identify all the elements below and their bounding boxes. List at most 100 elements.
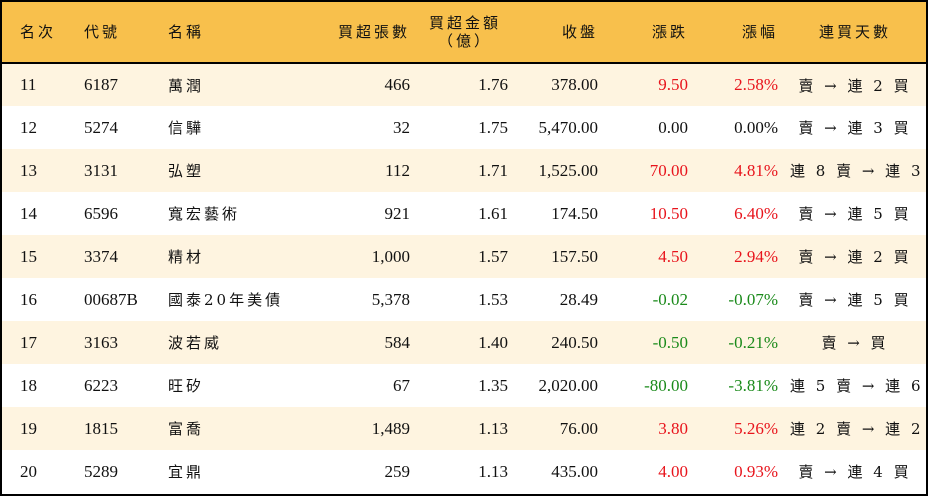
cell-net-buy-volume: 32: [393, 117, 410, 137]
cell-close: 157.50: [551, 246, 598, 266]
cell-name: 波若威: [168, 334, 223, 352]
cell-name: 寬宏藝術: [168, 205, 241, 223]
cell-close: 435.00: [551, 461, 598, 481]
cell-net-buy-amount: 1.13: [478, 461, 508, 481]
cell-name: 精材: [168, 248, 205, 266]
cell-code: 6596: [84, 203, 118, 223]
cell-rank: 15: [20, 246, 37, 266]
cell-rank: 20: [20, 461, 37, 481]
cell-net-buy-amount: 1.57: [478, 246, 508, 266]
header-net-buy-amount: 買超金額 （億）: [416, 2, 514, 63]
cell-change-pct: 6.40%: [734, 203, 778, 223]
cell-streak: 賣 → 連 5 買: [798, 291, 912, 309]
cell-net-buy-amount: 1.40: [478, 332, 508, 352]
cell-net-buy-amount: 1.13: [478, 418, 508, 438]
cell-code: 6223: [84, 375, 118, 395]
cell-streak: 連 2 賣 → 連 2 買: [790, 420, 928, 438]
cell-name: 信驊: [168, 119, 205, 137]
header-net-buy-amount-line1: 買超金額: [428, 14, 501, 32]
cell-name: 旺矽: [168, 377, 205, 395]
cell-change-pct: -0.21%: [728, 332, 778, 352]
header-close: 收盤: [561, 23, 598, 41]
cell-code: 1815: [84, 418, 118, 438]
header-net-buy-amount-line2: （億）: [437, 32, 492, 50]
cell-net-buy-volume: 5,378: [371, 289, 410, 309]
cell-change: 10.50: [649, 203, 688, 223]
table-row: 16 00687B 國泰20年美債 5,378 1.53 28.49 -0.02 -0.07%…: [2, 278, 926, 321]
header-code: 代號: [84, 23, 121, 41]
cell-rank: 17: [20, 332, 37, 352]
cell-streak: 連 5 賣 → 連 6 買: [790, 377, 928, 395]
table-row: 14 6596 寬宏藝術 921 1.61 174.50 10.50 6.40% 賣 → 連 5…: [2, 192, 926, 235]
cell-code: 5274: [84, 117, 118, 137]
cell-close: 2,020.00: [538, 375, 599, 395]
table-row: 17 3163 波若威 584 1.40 240.50 -0.50 -0.21% 賣 → 買: [2, 321, 926, 364]
cell-name: 國泰20年美債: [168, 291, 284, 309]
cell-net-buy-volume: 1,489: [371, 418, 410, 438]
cell-change: 70.00: [649, 160, 688, 180]
cell-rank: 14: [20, 203, 37, 223]
cell-name: 弘塑: [168, 162, 205, 180]
cell-streak: 賣 → 連 2 買: [798, 248, 912, 266]
cell-close: 1,525.00: [538, 160, 599, 180]
cell-streak: 賣 → 連 5 買: [798, 205, 912, 223]
cell-streak: 賣 → 連 2 買: [798, 76, 912, 95]
cell-close: 174.50: [551, 203, 598, 223]
header-rank: 名次: [20, 23, 57, 41]
cell-net-buy-volume: 584: [384, 332, 411, 352]
cell-rank: 11: [20, 75, 37, 94]
cell-change: 0.00: [658, 117, 688, 137]
cell-net-buy-amount: 1.61: [478, 203, 508, 223]
cell-close: 28.49: [559, 289, 598, 309]
cell-change: -80.00: [644, 375, 688, 395]
cell-rank: 19: [20, 418, 37, 438]
cell-change: 4.00: [658, 461, 688, 481]
cell-close: 378.00: [551, 75, 598, 94]
cell-net-buy-amount: 1.35: [478, 375, 508, 395]
cell-net-buy-volume: 921: [384, 203, 411, 223]
cell-code: 00687B: [84, 289, 138, 309]
cell-rank: 12: [20, 117, 37, 137]
table-header-row: 名次 代號 名稱 買超張數 買超金額 （億） 收盤 漲跌 漲幅 連買天數: [2, 2, 926, 63]
cell-code: 6187: [84, 75, 118, 94]
cell-change: 4.50: [658, 246, 688, 266]
cell-code: 3163: [84, 332, 118, 352]
cell-rank: 13: [20, 160, 37, 180]
cell-change: -0.02: [652, 289, 688, 309]
header-net-buy-volume: 買超張數: [337, 23, 410, 41]
cell-rank: 16: [20, 289, 37, 309]
table-row: 12 5274 信驊 32 1.75 5,470.00 0.00 0.00% 賣 → 連 3 買: [2, 106, 926, 149]
cell-change-pct: -3.81%: [728, 375, 778, 395]
cell-change: 3.80: [658, 418, 688, 438]
header-name: 名稱: [168, 23, 205, 41]
cell-net-buy-amount: 1.76: [478, 75, 508, 94]
cell-net-buy-volume: 1,000: [371, 246, 410, 266]
cell-net-buy-amount: 1.71: [478, 160, 508, 180]
cell-net-buy-volume: 259: [384, 461, 411, 481]
cell-streak: 賣 → 連 3 買: [798, 119, 912, 137]
table-row: 13 3131 弘塑 112 1.71 1,525.00 70.00 4.81% 連 8 賣 →…: [2, 149, 928, 192]
table-row: 15 3374 精材 1,000 1.57 157.50 4.50 2.94% 賣 → 連 2 …: [2, 235, 926, 278]
cell-name: 宜鼎: [168, 463, 205, 481]
cell-change-pct: 2.58%: [734, 75, 778, 94]
cell-change-pct: 5.26%: [734, 418, 778, 438]
header-change-pct: 漲幅: [741, 23, 778, 41]
cell-change: 9.50: [658, 75, 688, 94]
header-streak: 連買天數: [818, 23, 891, 41]
cell-streak: 賣 → 連 4 買: [798, 463, 912, 481]
cell-close: 76.00: [559, 418, 598, 438]
cell-name: 富喬: [168, 420, 205, 438]
table-row: 18 6223 旺矽 67 1.35 2,020.00 -80.00 -3.81% 連 5 賣 …: [2, 364, 928, 407]
cell-streak: 連 8 賣 → 連 3 買: [790, 162, 928, 180]
cell-change-pct: 2.94%: [734, 246, 778, 266]
cell-net-buy-amount: 1.53: [478, 289, 508, 309]
cell-code: 3131: [84, 160, 118, 180]
table-row: 11 6187 萬潤 466 1.76 378.00 9.50 2.58% 賣 → 連 2 買: [2, 63, 926, 106]
cell-code: 3374: [84, 246, 118, 266]
cell-name: 萬潤: [168, 76, 205, 95]
cell-change-pct: 0.00%: [734, 117, 778, 137]
cell-change: -0.50: [652, 332, 688, 352]
